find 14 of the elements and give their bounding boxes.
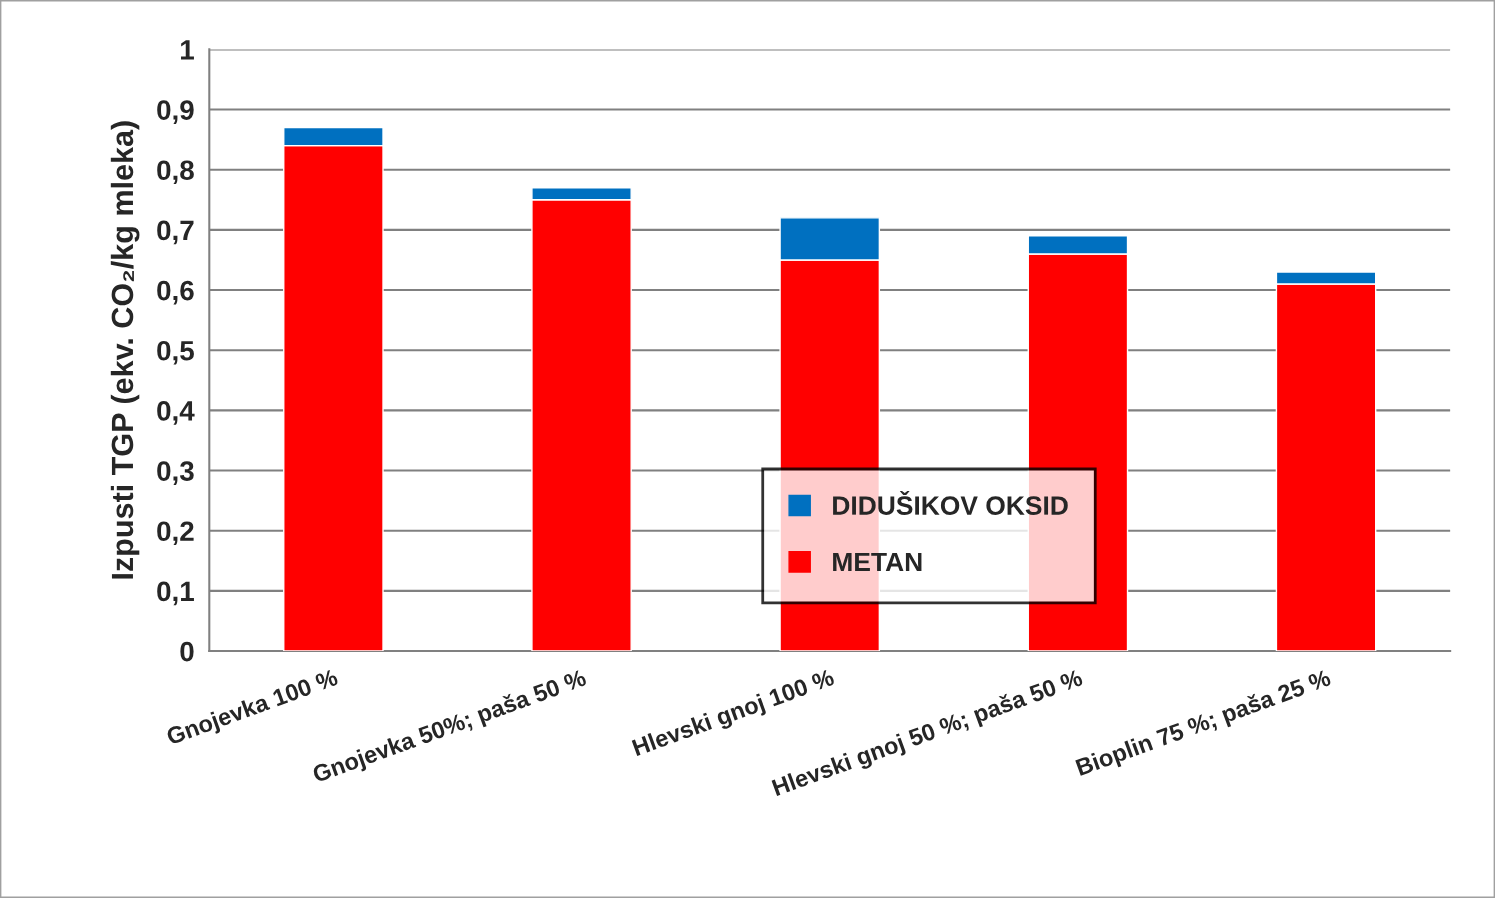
y-tick-label: 0,2 — [157, 521, 194, 546]
y-axis-title: Izpusti TGP (ekv. CO₂/kg mleka) — [110, 121, 140, 579]
y-tick-label: 1 — [181, 40, 194, 60]
legend-label: METAN — [833, 552, 922, 572]
y-tick-label: 0,6 — [157, 280, 194, 305]
y-tick-label: 0,3 — [157, 461, 194, 485]
legend-label: DIDUŠIKOV OKSID — [833, 491, 1068, 515]
y-tick-label: 0,4 — [157, 401, 195, 425]
y-tick-label: 0,8 — [157, 160, 194, 185]
y-tick-label: 0,5 — [157, 340, 194, 365]
y-tick-label: 0,7 — [157, 220, 194, 245]
y-tick-label: 0 — [180, 641, 194, 662]
y-tick-label: 0,1 — [157, 581, 194, 606]
y-tick-label: 0,9 — [157, 100, 194, 124]
